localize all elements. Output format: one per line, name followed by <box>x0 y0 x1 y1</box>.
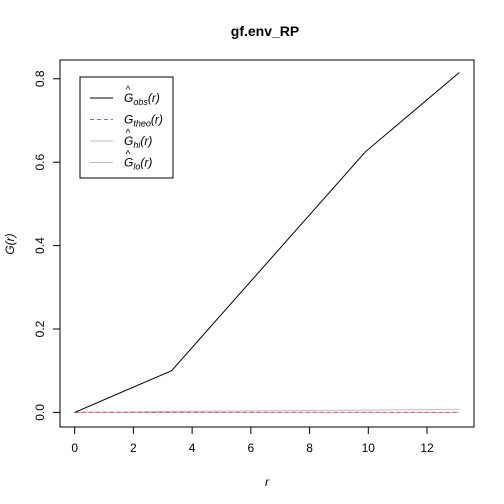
legend-box <box>79 76 174 179</box>
y-tick-label: 0.0 <box>33 404 47 421</box>
x-tick-label: 8 <box>306 441 313 455</box>
y-tick-label: 0.8 <box>33 70 47 87</box>
legend-label-obs: Gobs(r) <box>124 91 160 107</box>
legend-hat-hi: ^ <box>126 128 131 139</box>
x-tick-label: 4 <box>189 441 196 455</box>
x-tick-label: 6 <box>248 441 255 455</box>
legend: Gobs(r)^Gtheo(r)Ghi(r)^Glo(r)^ <box>79 76 174 179</box>
legend-hat-obs: ^ <box>126 85 131 96</box>
plot-area <box>74 72 460 413</box>
chart-title: gf.env_RP <box>231 23 299 39</box>
legend-label-hi: Ghi(r) <box>124 134 152 150</box>
x-tick-label: 2 <box>130 441 137 455</box>
legend-label-lo: Glo(r) <box>124 156 152 172</box>
y-tick-label: 0.2 <box>33 320 47 337</box>
series-line-obs <box>74 72 460 413</box>
y-axis-title: G(r) <box>3 233 17 254</box>
legend-label-theo: Gtheo(r) <box>124 113 163 129</box>
y-axis: 0.0 0.2 0.4 0.6 0.8 <box>33 70 61 421</box>
legend-hat-lo: ^ <box>126 150 131 161</box>
y-tick-label: 0.6 <box>33 154 47 171</box>
x-tick-label: 0 <box>71 441 78 455</box>
x-tick-label: 10 <box>362 441 376 455</box>
x-axis: 0 2 4 6 8 10 12 <box>71 426 434 455</box>
y-tick-label: 0.4 <box>33 237 47 254</box>
x-tick-label: 12 <box>420 441 434 455</box>
x-axis-title: r <box>265 475 270 489</box>
